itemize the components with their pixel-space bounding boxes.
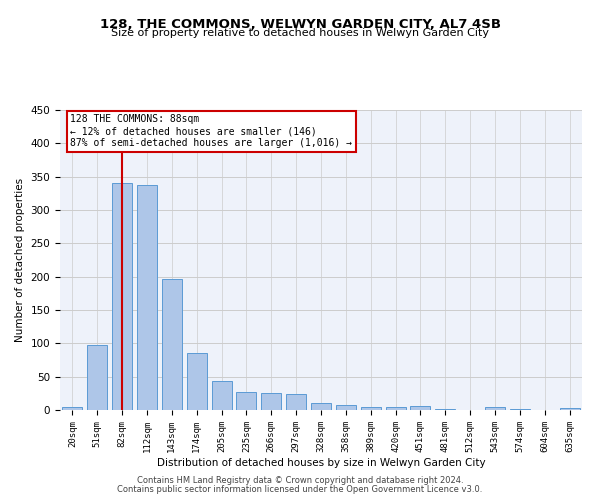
- X-axis label: Distribution of detached houses by size in Welwyn Garden City: Distribution of detached houses by size …: [157, 458, 485, 468]
- Text: 128 THE COMMONS: 88sqm
← 12% of detached houses are smaller (146)
87% of semi-de: 128 THE COMMONS: 88sqm ← 12% of detached…: [70, 114, 352, 148]
- Bar: [187, 354, 206, 410]
- Bar: [262, 394, 281, 410]
- Y-axis label: Number of detached properties: Number of detached properties: [15, 178, 25, 342]
- Text: Size of property relative to detached houses in Welwyn Garden City: Size of property relative to detached ho…: [111, 28, 489, 38]
- Text: Contains HM Land Registry data © Crown copyright and database right 2024.: Contains HM Land Registry data © Crown c…: [137, 476, 463, 485]
- Bar: [336, 404, 356, 410]
- Bar: [410, 406, 430, 410]
- Bar: [361, 406, 380, 410]
- Bar: [286, 394, 306, 410]
- Text: Contains public sector information licensed under the Open Government Licence v3: Contains public sector information licen…: [118, 485, 482, 494]
- Bar: [485, 408, 505, 410]
- Bar: [88, 344, 107, 410]
- Bar: [112, 184, 132, 410]
- Bar: [162, 278, 182, 410]
- Bar: [560, 408, 580, 410]
- Bar: [311, 404, 331, 410]
- Bar: [137, 184, 157, 410]
- Bar: [212, 382, 232, 410]
- Text: 128, THE COMMONS, WELWYN GARDEN CITY, AL7 4SB: 128, THE COMMONS, WELWYN GARDEN CITY, AL…: [100, 18, 500, 30]
- Bar: [386, 408, 406, 410]
- Bar: [236, 392, 256, 410]
- Bar: [62, 406, 82, 410]
